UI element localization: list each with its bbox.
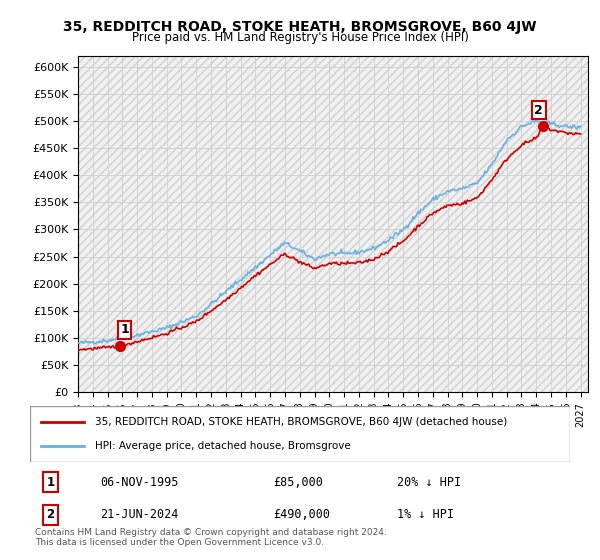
Text: Price paid vs. HM Land Registry's House Price Index (HPI): Price paid vs. HM Land Registry's House … — [131, 31, 469, 44]
Bar — [78, 56, 588, 392]
Text: 2: 2 — [535, 104, 543, 116]
Text: 06-NOV-1995: 06-NOV-1995 — [100, 475, 179, 489]
FancyBboxPatch shape — [30, 406, 570, 462]
Text: 20% ↓ HPI: 20% ↓ HPI — [397, 475, 461, 489]
Text: 1: 1 — [120, 323, 129, 336]
Text: 2: 2 — [46, 508, 55, 521]
Text: £490,000: £490,000 — [273, 508, 330, 521]
Text: HPI: Average price, detached house, Bromsgrove: HPI: Average price, detached house, Brom… — [95, 441, 350, 451]
Text: 21-JUN-2024: 21-JUN-2024 — [100, 508, 179, 521]
Text: £85,000: £85,000 — [273, 475, 323, 489]
Text: 35, REDDITCH ROAD, STOKE HEATH, BROMSGROVE, B60 4JW (detached house): 35, REDDITCH ROAD, STOKE HEATH, BROMSGRO… — [95, 417, 507, 427]
Text: 35, REDDITCH ROAD, STOKE HEATH, BROMSGROVE, B60 4JW: 35, REDDITCH ROAD, STOKE HEATH, BROMSGRO… — [63, 20, 537, 34]
Text: 1% ↓ HPI: 1% ↓ HPI — [397, 508, 454, 521]
Text: Contains HM Land Registry data © Crown copyright and database right 2024.
This d: Contains HM Land Registry data © Crown c… — [35, 528, 387, 547]
Text: 1: 1 — [46, 475, 55, 489]
